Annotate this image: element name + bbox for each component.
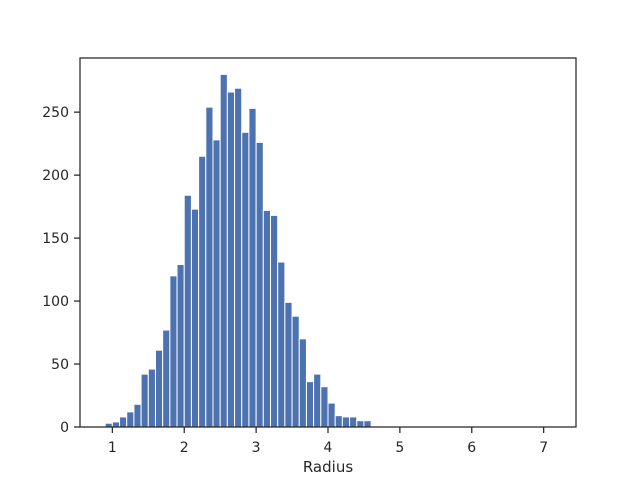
histogram-bar — [291, 315, 300, 428]
histogram-bar — [147, 368, 156, 428]
histogram-bar — [154, 349, 164, 428]
histogram-bar — [320, 386, 329, 428]
x-tick-label: 6 — [467, 440, 476, 456]
histogram-bar — [255, 141, 264, 428]
histogram-bar — [277, 261, 286, 428]
x-axis-label: Radius — [303, 458, 353, 476]
x-tick-label: 3 — [252, 440, 261, 456]
y-tick-label: 150 — [42, 231, 69, 247]
histogram-bar — [234, 87, 243, 428]
y-axis: 0 50 100 150 200 250 — [42, 105, 80, 436]
x-tick-label: 4 — [324, 440, 333, 456]
histogram-bar — [140, 373, 149, 428]
histogram-bar — [327, 402, 336, 428]
histogram-bar — [241, 131, 250, 428]
y-tick-label: 200 — [42, 168, 69, 184]
y-tick-label: 50 — [51, 357, 69, 373]
histogram-bar — [190, 208, 200, 428]
histogram-bar — [205, 106, 214, 428]
histogram-bar — [183, 194, 192, 428]
histogram-bar — [133, 403, 142, 428]
histogram-bar — [313, 373, 322, 428]
x-tick-label: 7 — [539, 440, 548, 456]
histogram-bar — [212, 139, 221, 428]
histogram-bar — [356, 420, 365, 428]
histogram-bar — [176, 264, 185, 428]
y-tick-label: 0 — [60, 420, 69, 436]
histogram-bar — [219, 73, 228, 428]
histogram-bar — [349, 416, 358, 428]
x-tick-label: 5 — [395, 440, 404, 456]
histogram-bar — [262, 209, 271, 428]
x-tick-label: 2 — [180, 440, 189, 456]
histogram-bar — [298, 338, 307, 428]
y-tick-label: 100 — [42, 294, 69, 310]
x-axis: 1 2 3 4 5 6 7 — [108, 427, 548, 456]
histogram-bar — [269, 214, 279, 428]
y-tick-label: 250 — [42, 105, 69, 121]
histogram-bar — [248, 107, 257, 428]
histogram-bar — [341, 416, 351, 428]
histogram-bar — [119, 416, 128, 428]
x-tick-label: 1 — [108, 440, 117, 456]
histogram-bar — [198, 155, 207, 428]
histogram-bar — [305, 381, 315, 428]
histogram-bar — [169, 275, 178, 428]
histogram-bar — [284, 301, 293, 428]
histogram-bar — [111, 421, 121, 428]
histogram-bar — [226, 91, 236, 428]
histogram-bar — [334, 415, 343, 428]
histogram-bar — [363, 420, 372, 428]
histogram-bar — [126, 411, 135, 428]
histogram-bar — [162, 329, 171, 428]
